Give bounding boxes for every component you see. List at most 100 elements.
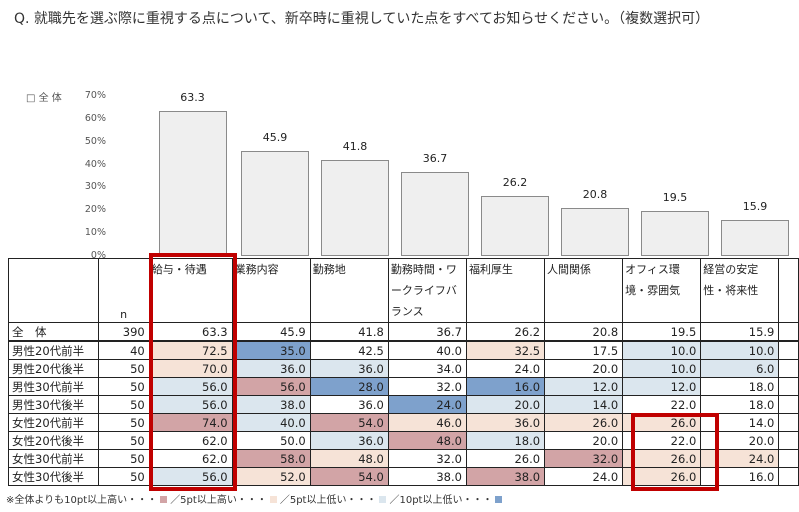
n-cell: 50 [97,377,150,396]
value-cell: 48.0 [387,431,467,450]
swatch-low10 [495,496,503,503]
y-tick-label: 40% [84,158,106,170]
value-cell: 36.0 [309,431,389,450]
cutoff-cell [778,467,799,486]
column-header-cutoff [778,258,799,323]
value-cell: 32.0 [387,449,467,468]
value-cell: 56.0 [148,467,233,486]
note-high5: ／5pt以上高い・・・ [170,495,267,506]
value-cell: 10.0 [622,359,702,378]
bar [641,211,709,256]
value-cell: 45.9 [231,322,311,342]
value-cell: 28.0 [309,377,389,396]
value-cell: 15.9 [700,322,780,342]
n-header: n [97,258,150,323]
value-cell: 52.0 [231,467,311,486]
note-low10: ／10pt以上低い・・・ [389,495,493,506]
value-cell: 22.0 [622,395,702,414]
value-cell: 54.0 [309,467,389,486]
value-cell: 32.0 [544,449,624,468]
table-row: 男性20代前半 40 72.5 35.0 42.5 40.0 32.5 17.5 10.0 10.… [8,340,799,360]
table-row: 全 体 390 63.3 45.9 41.8 36.7 26.2 20.8 19.5 15.9 [8,322,799,342]
value-cell: 17.5 [544,340,624,360]
table-row: 男性30代後半 50 56.0 38.0 36.0 24.0 20.0 14.0 22.0 18.… [8,395,799,414]
value-cell: 26.0 [622,467,702,486]
cutoff-cell [778,413,799,432]
column-header: 経営の安定性・将来性 [700,258,780,323]
bar-value-label: 15.9 [742,199,768,213]
value-cell: 56.0 [231,377,311,396]
bar-value-label: 41.8 [342,140,368,154]
column-header: オフィス環境・雰囲気 [622,258,702,323]
n-cell: 50 [97,449,150,468]
value-cell: 12.0 [544,377,624,396]
bar [721,219,789,256]
n-cell: 50 [97,467,150,486]
value-cell: 54.0 [309,413,389,432]
bar [321,160,389,256]
n-cell: 50 [97,359,150,378]
value-cell: 14.0 [700,413,780,432]
value-cell: 41.8 [309,322,389,342]
cutoff-cell [778,377,799,396]
value-cell: 46.0 [387,413,467,432]
swatch-high10 [160,496,168,503]
color-legend-note: ※全体よりも10pt以上高い・・・ ／5pt以上高い・・・ ／5pt以上低い・・・ ／… [6,491,505,506]
y-tick-label: 50% [84,135,106,147]
row-label: 男性30代後半 [8,395,99,414]
value-cell: 34.0 [387,359,467,378]
cutoff-cell [778,395,799,414]
value-cell: 20.0 [700,431,780,450]
y-tick-label: 20% [84,204,106,216]
table-row: 女性30代後半 50 56.0 52.0 54.0 38.0 38.0 24.0 26.0 16.… [8,467,799,486]
crosstab-table: n 給与・待遇 業務内容 勤務地 勤務時間・ワークライフバランス 福利厚生 人間関係 オフィス… [8,258,799,486]
value-cell: 50.0 [231,431,311,450]
column-header: 人間関係 [544,258,624,323]
value-cell: 56.0 [148,377,233,396]
column-header: 福利厚生 [465,258,546,323]
n-cell: 50 [97,431,150,450]
n-cell: 50 [97,395,150,414]
table-row: 男性20代後半 50 70.0 36.0 36.0 34.0 24.0 20.0 10.0 6.0 [8,359,799,378]
y-tick-label: 10% [84,227,106,239]
bar-value-label: 26.2 [502,176,528,190]
row-label: 女性30代前半 [8,449,99,468]
y-tick-label: 60% [84,112,106,124]
value-cell: 26.0 [544,413,624,432]
value-cell: 6.0 [700,359,780,378]
value-cell: 16.0 [465,377,546,396]
value-cell: 36.0 [465,413,546,432]
bar-value-label: 63.3 [180,91,205,105]
bar-value-label: 45.9 [262,131,288,145]
bar-value-label: 19.5 [662,191,688,205]
value-cell: 24.0 [700,449,780,468]
value-cell: 20.0 [544,431,624,450]
note-high10: ※全体よりも10pt以上高い・・・ [6,495,158,506]
value-cell: 20.8 [544,322,624,342]
value-cell: 74.0 [148,413,233,432]
swatch-low5 [379,496,387,503]
table-row: 女性20代前半 50 74.0 40.0 54.0 46.0 36.0 26.0 26.0 14.… [8,413,799,432]
value-cell: 62.0 [148,449,233,468]
bar [561,208,629,256]
value-cell: 70.0 [148,359,233,378]
row-label: 全 体 [8,322,99,342]
n-cell: 390 [97,322,150,342]
value-cell: 24.0 [387,395,467,414]
value-cell: 18.0 [700,377,780,396]
cutoff-cell [778,431,799,450]
column-header: 勤務時間・ワークライフバランス [387,258,467,323]
bar-value-label: 20.8 [582,188,608,202]
value-cell: 72.5 [148,340,233,360]
row-label: 女性30代後半 [8,467,99,486]
value-cell: 10.0 [700,340,780,360]
value-cell: 48.0 [309,449,389,468]
cutoff-cell [778,340,799,360]
row-label: 女性20代前半 [8,413,99,432]
cutoff-cell [778,359,799,378]
value-cell: 20.0 [465,395,546,414]
column-header: 勤務地 [309,258,389,323]
value-cell: 35.0 [231,340,311,360]
cutoff-cell [778,322,799,342]
question-title: Q. 就職先を選ぶ際に重視する点について、新卒時に重視していた点をすべてお知らせ… [14,11,710,27]
